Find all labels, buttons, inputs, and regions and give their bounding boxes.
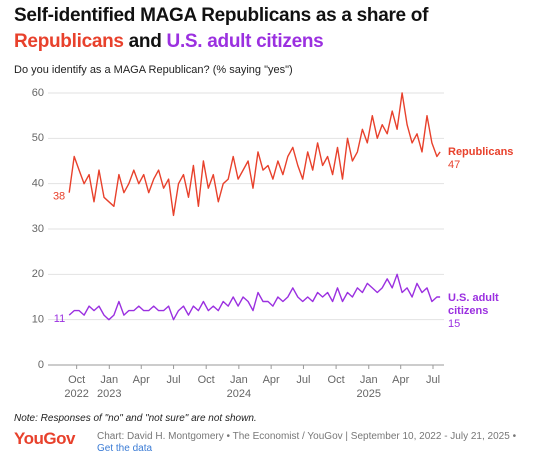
x-tick-label: Oct — [68, 374, 85, 386]
x-tick-label: Oct — [328, 374, 345, 386]
end-label-republicans: Republicans 47 — [448, 146, 528, 172]
x-year-label: 2023 — [97, 388, 121, 400]
start-value-label: 11 — [54, 313, 65, 325]
x-tick-label: Apr — [263, 374, 280, 386]
x-tick-label: Apr — [392, 374, 409, 386]
title-line2: Republicans and U.S. adult citizens — [14, 31, 324, 53]
x-tick-label: Jul — [167, 374, 181, 386]
source: Chart: David H. Montgomery • The Economi… — [97, 431, 517, 455]
start-value-label: 38 — [53, 191, 65, 203]
y-tick-label: 20 — [32, 268, 44, 280]
y-tick-label: 0 — [38, 359, 44, 371]
note: Note: Responses of "no" and "not sure" a… — [14, 413, 257, 424]
y-tick-label: 60 — [32, 87, 44, 99]
series-line — [68, 92, 441, 217]
y-tick-label: 50 — [32, 132, 44, 144]
series-name: Republicans — [448, 146, 514, 158]
logo: YouGov — [14, 429, 75, 448]
x-year-label: 2022 — [64, 388, 88, 400]
x-tick-label: Jan — [360, 374, 378, 386]
x-tick-label: Apr — [133, 374, 150, 386]
subtitle: Do you identify as a MAGA Republican? (%… — [14, 64, 293, 76]
series-line — [68, 273, 441, 321]
source-text: Chart: David H. Montgomery • The Economi… — [97, 431, 517, 442]
x-tick-label: Jul — [296, 374, 310, 386]
x-tick-label: Jul — [426, 374, 440, 386]
series-name: U.S. adult citizens — [448, 292, 499, 317]
x-tick-label: Jan — [230, 374, 248, 386]
title-citizens: U.S. adult citizens — [166, 31, 324, 52]
x-tick-label: Jan — [100, 374, 118, 386]
title-line1: Self-identified MAGA Republicans as a sh… — [14, 5, 429, 26]
y-tick-label: 40 — [32, 178, 44, 190]
get-data-link[interactable]: Get the data — [97, 443, 153, 454]
y-tick-label: 10 — [32, 314, 44, 326]
title-and: and — [128, 31, 162, 52]
end-label-citizens: U.S. adult citizens 15 — [448, 292, 510, 331]
title-republicans: Republicans — [14, 31, 124, 52]
end-value: 47 — [448, 159, 461, 171]
x-tick-label: Oct — [198, 374, 215, 386]
x-year-label: 2024 — [227, 388, 251, 400]
x-year-label: 2025 — [357, 388, 381, 400]
end-value: 15 — [448, 318, 461, 330]
y-tick-label: 30 — [32, 223, 44, 235]
